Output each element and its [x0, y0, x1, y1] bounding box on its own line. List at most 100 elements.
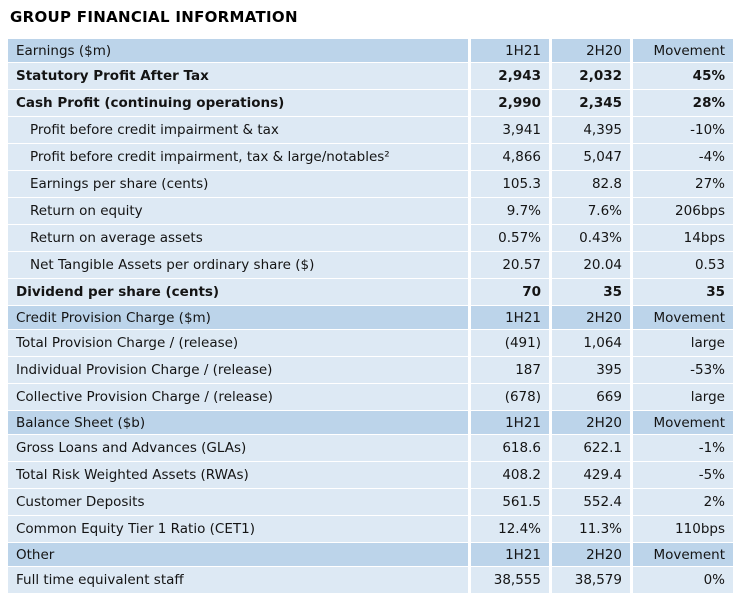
section-title-cell: Earnings ($m)	[8, 39, 468, 62]
value-cell: (678)	[471, 384, 549, 410]
value-cell: 2,032	[552, 63, 630, 89]
table-row: Return on equity 9.7% 7.6% 206bps	[8, 198, 733, 224]
row-label-cell: Profit before credit impairment, tax & l…	[8, 144, 468, 170]
row-label-cell: Collective Provision Charge / (release)	[8, 384, 468, 410]
value-cell: 7.6%	[552, 198, 630, 224]
section-header-row: Earnings ($m) 1H21 2H20 Movement	[8, 39, 733, 62]
value-cell: -53%	[633, 357, 733, 383]
row-label-cell: Cash Profit (continuing operations)	[8, 90, 468, 116]
value-cell: 70	[471, 279, 549, 305]
value-cell: 110bps	[633, 516, 733, 542]
value-cell: (491)	[471, 330, 549, 356]
row-label-cell: Common Equity Tier 1 Ratio (CET1)	[8, 516, 468, 542]
value-cell: 622.1	[552, 435, 630, 461]
value-cell: 38,555	[471, 567, 549, 593]
table-row: Earnings per share (cents) 105.3 82.8 27%	[8, 171, 733, 197]
row-label-cell: Individual Provision Charge / (release)	[8, 357, 468, 383]
value-cell: 669	[552, 384, 630, 410]
value-cell: -1%	[633, 435, 733, 461]
section-title-cell: Credit Provision Charge ($m)	[8, 306, 468, 329]
value-cell: 561.5	[471, 489, 549, 515]
row-label-cell: Full time equivalent staff	[8, 567, 468, 593]
value-cell: 1H21	[471, 411, 549, 434]
section-header-row: Other 1H21 2H20 Movement	[8, 543, 733, 566]
section-title-cell: Other	[8, 543, 468, 566]
value-cell: 38,579	[552, 567, 630, 593]
value-cell: 2%	[633, 489, 733, 515]
table-row: Statutory Profit After Tax 2,943 2,032 45%	[8, 63, 733, 89]
table-row: Net Tangible Assets per ordinary share (…	[8, 252, 733, 278]
row-label-cell: Net Tangible Assets per ordinary share (…	[8, 252, 468, 278]
table-row: Cash Profit (continuing operations) 2,990…	[8, 90, 733, 116]
value-cell: 20.04	[552, 252, 630, 278]
value-cell: 0.53	[633, 252, 733, 278]
value-cell: 45%	[633, 63, 733, 89]
value-cell: large	[633, 384, 733, 410]
table-row: Profit before credit impairment, tax & l…	[8, 144, 733, 170]
value-cell: 3,941	[471, 117, 549, 143]
value-cell: 12.4%	[471, 516, 549, 542]
value-cell: 408.2	[471, 462, 549, 488]
table-row: Customer Deposits 561.5 552.4 2%	[8, 489, 733, 515]
row-label-cell: Return on equity	[8, 198, 468, 224]
value-cell: 1H21	[471, 306, 549, 329]
value-cell: 429.4	[552, 462, 630, 488]
value-cell: -10%	[633, 117, 733, 143]
table-row: Individual Provision Charge / (release) 1…	[8, 357, 733, 383]
group-financial-information-page: GROUP FINANCIAL INFORMATION Earnings ($m…	[0, 8, 746, 594]
row-label-cell: Earnings per share (cents)	[8, 171, 468, 197]
table-row: Total Provision Charge / (release) (491) 1…	[8, 330, 733, 356]
value-cell: Movement	[633, 543, 733, 566]
table-row: Dividend per share (cents) 70 35 35	[8, 279, 733, 305]
value-cell: 11.3%	[552, 516, 630, 542]
value-cell: 105.3	[471, 171, 549, 197]
value-cell: 28%	[633, 90, 733, 116]
table-row: Gross Loans and Advances (GLAs) 618.6 622.…	[8, 435, 733, 461]
row-label-cell: Customer Deposits	[8, 489, 468, 515]
table-row: Full time equivalent staff 38,555 38,579 0%	[8, 567, 733, 593]
section-header-row: Credit Provision Charge ($m) 1H21 2H20 Move…	[8, 306, 733, 329]
value-cell: 0.43%	[552, 225, 630, 251]
row-label-cell: Gross Loans and Advances (GLAs)	[8, 435, 468, 461]
value-cell: 82.8	[552, 171, 630, 197]
value-cell: 4,395	[552, 117, 630, 143]
value-cell: 187	[471, 357, 549, 383]
value-cell: 35	[552, 279, 630, 305]
row-label-cell: Profit before credit impairment & tax	[8, 117, 468, 143]
row-label-cell: Dividend per share (cents)	[8, 279, 468, 305]
row-label-cell: Total Risk Weighted Assets (RWAs)	[8, 462, 468, 488]
value-cell: 20.57	[471, 252, 549, 278]
page-title: GROUP FINANCIAL INFORMATION	[10, 8, 298, 26]
row-label-cell: Return on average assets	[8, 225, 468, 251]
table-row: Profit before credit impairment & tax 3,9…	[8, 117, 733, 143]
value-cell: large	[633, 330, 733, 356]
value-cell: 552.4	[552, 489, 630, 515]
value-cell: 2,345	[552, 90, 630, 116]
value-cell: 4,866	[471, 144, 549, 170]
value-cell: 2H20	[552, 39, 630, 62]
value-cell: 35	[633, 279, 733, 305]
section-title-cell: Balance Sheet ($b)	[8, 411, 468, 434]
table-row: Common Equity Tier 1 Ratio (CET1) 12.4% 11…	[8, 516, 733, 542]
value-cell: Movement	[633, 39, 733, 62]
table-row: Total Risk Weighted Assets (RWAs) 408.2 42…	[8, 462, 733, 488]
value-cell: 395	[552, 357, 630, 383]
value-cell: 9.7%	[471, 198, 549, 224]
value-cell: 1H21	[471, 543, 549, 566]
value-cell: 1,064	[552, 330, 630, 356]
value-cell: Movement	[633, 306, 733, 329]
value-cell: 5,047	[552, 144, 630, 170]
financial-table: Earnings ($m) 1H21 2H20 Movement Statutory P…	[5, 38, 736, 594]
value-cell: 0%	[633, 567, 733, 593]
value-cell: 618.6	[471, 435, 549, 461]
row-label-cell: Statutory Profit After Tax	[8, 63, 468, 89]
table-row: Return on average assets 0.57% 0.43% 14bps	[8, 225, 733, 251]
value-cell: 2,943	[471, 63, 549, 89]
value-cell: 0.57%	[471, 225, 549, 251]
value-cell: -5%	[633, 462, 733, 488]
value-cell: 2H20	[552, 543, 630, 566]
value-cell: 14bps	[633, 225, 733, 251]
value-cell: 2,990	[471, 90, 549, 116]
row-label-cell: Total Provision Charge / (release)	[8, 330, 468, 356]
value-cell: 1H21	[471, 39, 549, 62]
